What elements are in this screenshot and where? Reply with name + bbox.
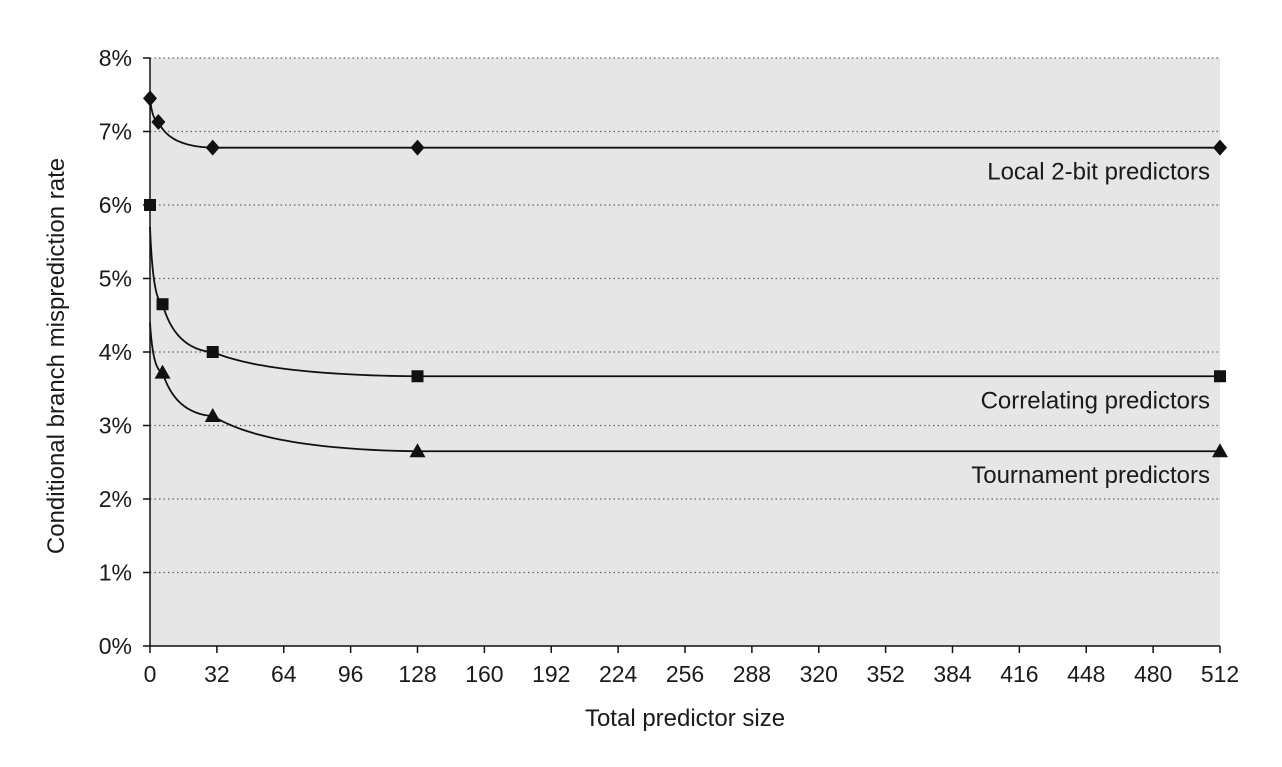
series-label: Local 2-bit predictors — [987, 159, 1210, 186]
data-point-triangle — [409, 443, 426, 458]
grid-lines — [150, 57, 1220, 574]
data-point-square — [144, 199, 156, 211]
y-tick-label: 3% — [99, 413, 132, 439]
y-tick-label: 0% — [99, 633, 132, 659]
x-axis-ticks: 0 32 64 96 128 160 192 224 256 288 320 352 384 416 448… — [144, 646, 1239, 687]
y-tick-label: 2% — [99, 486, 132, 512]
data-point-diamond — [410, 139, 425, 156]
x-tick-label: 480 — [1134, 661, 1172, 687]
y-tick-label: 4% — [99, 339, 132, 365]
y-tick-label: 7% — [99, 119, 132, 145]
series-label: Correlating predictors — [981, 387, 1210, 414]
data-point-square — [1214, 370, 1226, 383]
x-tick-label: 96 — [338, 661, 364, 687]
y-tick-label: 1% — [99, 560, 132, 586]
x-tick-label: 320 — [800, 661, 838, 687]
x-tick-label: 384 — [933, 661, 972, 687]
y-axis-ticks: 0% 1% 2% 3% 4% 5% 6% 7% 8% — [99, 45, 150, 659]
x-tick-label: 448 — [1067, 661, 1105, 687]
data-point-square — [156, 298, 169, 311]
x-tick-label: 352 — [866, 661, 904, 687]
data-point-diamond — [143, 90, 157, 107]
x-tick-label: 192 — [532, 661, 570, 687]
data-point-diamond — [151, 113, 166, 130]
data-point-triangle — [154, 364, 171, 379]
x-axis-title: Total predictor size — [585, 705, 785, 732]
data-point-square — [411, 370, 424, 383]
y-tick-label: 6% — [99, 192, 132, 218]
data-point-square — [206, 346, 219, 358]
y-axis-title: Conditional branch misprediction rate — [43, 158, 70, 554]
series-labels: Local 2-bit predictors Correlating predic… — [971, 159, 1210, 490]
data-point-diamond — [205, 139, 220, 156]
x-tick-label: 0 — [144, 661, 157, 687]
x-tick-label: 128 — [398, 661, 436, 687]
x-tick-label: 32 — [204, 661, 230, 687]
x-tick-label: 160 — [465, 661, 503, 687]
series-markers — [143, 90, 1228, 458]
data-point-diamond — [1213, 139, 1227, 156]
x-tick-label: 416 — [1000, 661, 1038, 687]
data-point-triangle — [1212, 443, 1228, 458]
y-tick-label: 5% — [99, 266, 132, 292]
data-point-triangle — [204, 407, 221, 422]
series-label: Tournament predictors — [971, 462, 1210, 489]
x-tick-label: 512 — [1201, 661, 1239, 687]
x-tick-label: 288 — [733, 661, 771, 687]
x-tick-label: 64 — [271, 661, 297, 687]
x-tick-label: 256 — [666, 661, 704, 687]
x-tick-label: 224 — [599, 661, 638, 687]
y-tick-label: 8% — [99, 45, 132, 71]
